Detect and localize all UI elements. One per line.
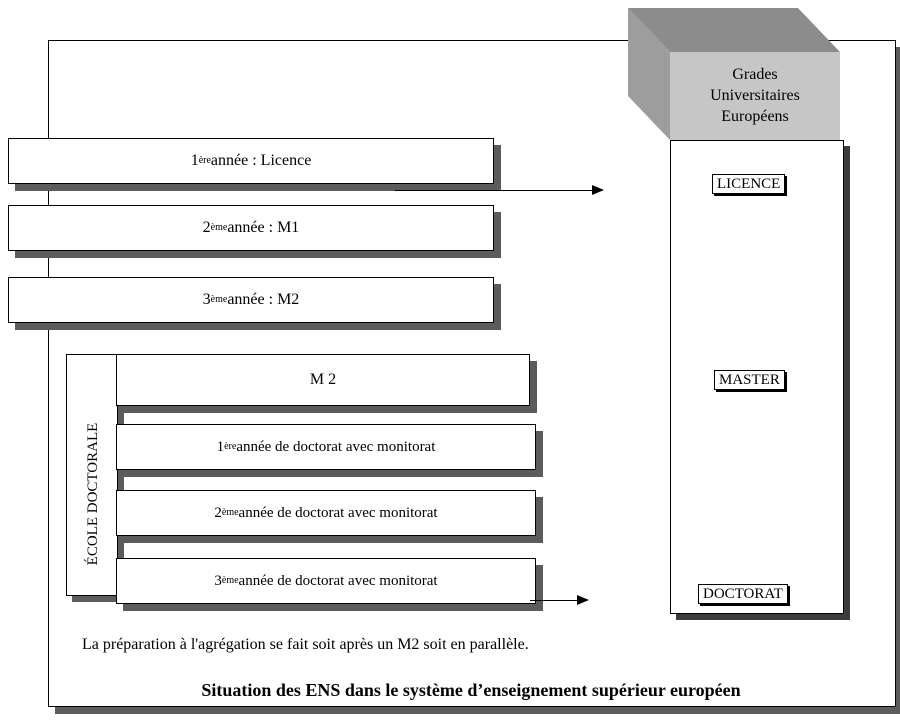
year-2-num: 2 (202, 219, 211, 236)
year-1-text: année : Licence (210, 152, 312, 169)
year-2-text: année : M1 (227, 219, 300, 236)
doctoral-box-2: 2 ème année de doctorat avec monitorat (116, 490, 536, 536)
doctoral-3-text: année de doctorat avec monitorat (238, 572, 438, 589)
doctorat-arrow-head (577, 595, 589, 605)
year-3-sup: ème (210, 293, 228, 305)
year-box-1: 1 ère année : Licence (8, 138, 494, 184)
doctoral-1-sup: ère (224, 440, 237, 452)
doctoral-box-m2: M 2 (116, 354, 530, 406)
licence-arrow-head (592, 185, 604, 195)
grades-header-line3: Européens (721, 108, 789, 125)
doctoral-3-sup: ème (221, 574, 239, 586)
year-2-sup: ème (210, 221, 228, 233)
doctoral-1-text: année de doctorat avec monitorat (236, 438, 436, 455)
doctoral-1-num: 1 (216, 438, 225, 455)
licence-arrow-line (395, 190, 593, 191)
grades-header-text: Grades Universitaires Européens (670, 64, 840, 127)
year-1-sup: ère (198, 154, 211, 166)
doctoral-3-num: 3 (214, 572, 222, 589)
year-box-2: 2 ème année : M1 (8, 205, 494, 251)
doctoral-2-num: 2 (214, 504, 222, 521)
doctoral-2-text: année de doctorat avec monitorat (238, 504, 438, 521)
doctoral-m2-text: M 2 (309, 371, 337, 388)
doctorat-arrow-line (530, 600, 578, 601)
year-3-text: année : M2 (227, 291, 300, 308)
grade-licence: LICENCE (712, 174, 786, 194)
year-box-3: 3 ème année : M2 (8, 277, 494, 323)
doctoral-2-sup: ème (221, 506, 239, 518)
grade-master: MASTER (714, 370, 785, 390)
doctoral-box-3: 3 ème année de doctorat avec monitorat (116, 558, 536, 604)
year-1-num: 1 (190, 152, 199, 169)
grades-header-cube (628, 8, 840, 140)
year-3-num: 3 (202, 291, 211, 308)
diagram-title: Situation des ENS dans le système d’ense… (201, 680, 741, 700)
grades-header-line1: Grades (732, 66, 778, 83)
grade-doctorat: DOCTORAT (698, 584, 788, 604)
ecole-doctorale-label: ÉCOLE DOCTORALE (85, 422, 101, 566)
ecole-doctorale-box (66, 354, 118, 596)
grades-header-line2: Universitaires (710, 87, 800, 104)
agregation-note: La préparation à l'agrégation se fait so… (82, 636, 529, 653)
doctoral-box-1: 1 ère année de doctorat avec monitorat (116, 424, 536, 470)
